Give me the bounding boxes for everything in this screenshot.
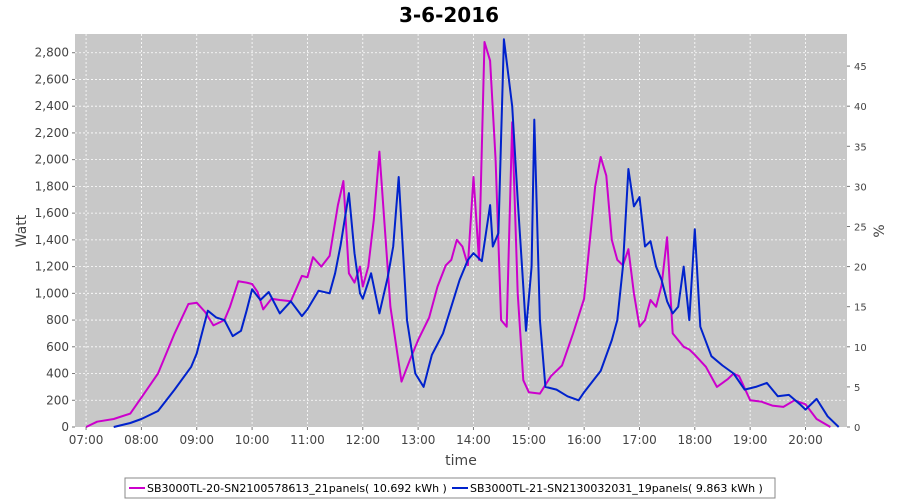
y-tick-label: 1,400 (35, 233, 69, 247)
y2-tick-label: 20 (854, 263, 867, 274)
x-tick-label: 13:00 (401, 433, 436, 447)
y-tick-label: 200 (46, 393, 69, 407)
y2-tick-label: 5 (854, 383, 860, 394)
x-tick-label: 17:00 (622, 433, 657, 447)
y-tick-label: 1,000 (35, 286, 69, 300)
legend: SB3000TL-20-SN2100578613_21panels( 10.69… (124, 477, 776, 499)
y-tick-label: 400 (46, 367, 69, 381)
x-axis-label: time (445, 453, 477, 469)
y2-tick-label: 40 (854, 102, 867, 113)
grid (75, 34, 847, 427)
x-tick-label: 08:00 (124, 433, 159, 447)
y-tick-label: 2,200 (35, 126, 69, 140)
x-tick-label: 10:00 (235, 433, 270, 447)
x-tick-label: 12:00 (345, 433, 380, 447)
x-tick-label: 20:00 (788, 433, 823, 447)
series-line-2 (113, 38, 840, 428)
x-tick-label: 07:00 (69, 433, 104, 447)
x-tick-label: 15:00 (511, 433, 546, 447)
y-tick-label: 1,600 (35, 206, 69, 220)
legend-label-2: SB3000TL-21-SN2130032031_19panels( 9.863… (470, 482, 763, 495)
legend-label-1: SB3000TL-20-SN2100578613_21panels( 10.69… (147, 482, 447, 495)
y-tick-label: 1,200 (35, 260, 69, 274)
y2-tick-label: 30 (854, 182, 867, 193)
y-axis-right: 0 5 10 15 20 25 30 35 40 45 (847, 62, 867, 434)
y2-tick-label: 15 (854, 303, 867, 314)
legend-box (124, 477, 776, 499)
y2-tick-label: 10 (854, 343, 867, 354)
x-tick-label: 19:00 (733, 433, 768, 447)
y-tick-label: 800 (46, 313, 69, 327)
y-axis-label: Watt (14, 214, 30, 247)
x-tick-label: 14:00 (456, 433, 491, 447)
y-tick-label: 2,000 (35, 153, 69, 167)
x-tick-label: 11:00 (290, 433, 325, 447)
y-tick-label: 600 (46, 340, 69, 354)
x-axis: 07:00 08:00 09:00 10:00 11:00 12:00 13:00 14:00… (69, 427, 823, 447)
y-tick-label: 0 (61, 420, 69, 434)
x-tick-label: 09:00 (179, 433, 214, 447)
y2-tick-label: 0 (854, 423, 860, 434)
y2-tick-label: 45 (854, 62, 867, 73)
series-group (85, 38, 840, 428)
y-tick-label: 2,800 (35, 46, 69, 60)
x-tick-label: 16:00 (567, 433, 602, 447)
chart-title: 3-6-2016 (399, 3, 499, 27)
y-tick-label: 2,600 (35, 72, 69, 86)
y2-tick-label: 25 (854, 222, 867, 233)
series-line-1 (85, 41, 831, 428)
y2-tick-label: 35 (854, 142, 867, 153)
y-tick-label: 2,400 (35, 99, 69, 113)
y-axis-left: 0 200 400 600 800 1,000 1,200 1,400 1,600 1,800 2,… (35, 46, 75, 434)
y-tick-label: 1,800 (35, 179, 69, 193)
y2-axis-label: % (872, 224, 888, 237)
x-tick-label: 18:00 (678, 433, 713, 447)
